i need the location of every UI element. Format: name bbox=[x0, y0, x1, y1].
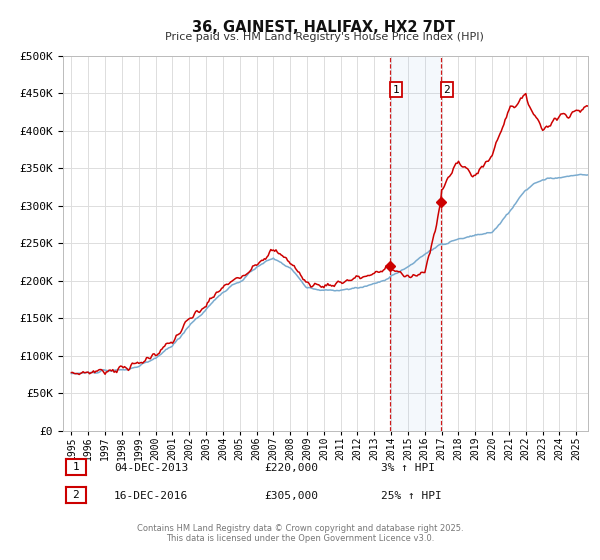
Text: 1: 1 bbox=[73, 462, 79, 472]
Text: 36, GAINEST, HALIFAX, HX2 7DT: 36, GAINEST, HALIFAX, HX2 7DT bbox=[193, 20, 455, 35]
Text: 04-DEC-2013: 04-DEC-2013 bbox=[114, 463, 188, 473]
Text: 25% ↑ HPI: 25% ↑ HPI bbox=[381, 491, 442, 501]
Text: 2: 2 bbox=[443, 85, 450, 95]
Text: Price paid vs. HM Land Registry's House Price Index (HPI): Price paid vs. HM Land Registry's House … bbox=[164, 32, 484, 42]
Text: £220,000: £220,000 bbox=[264, 463, 318, 473]
Text: Contains HM Land Registry data © Crown copyright and database right 2025.: Contains HM Land Registry data © Crown c… bbox=[137, 524, 463, 533]
Text: £305,000: £305,000 bbox=[264, 491, 318, 501]
Bar bbox=[390, 56, 441, 431]
Text: This data is licensed under the Open Government Licence v3.0.: This data is licensed under the Open Gov… bbox=[166, 534, 434, 543]
Text: 1: 1 bbox=[392, 85, 399, 95]
Text: 3% ↑ HPI: 3% ↑ HPI bbox=[381, 463, 435, 473]
Text: 2: 2 bbox=[73, 490, 79, 500]
Text: 16-DEC-2016: 16-DEC-2016 bbox=[114, 491, 188, 501]
